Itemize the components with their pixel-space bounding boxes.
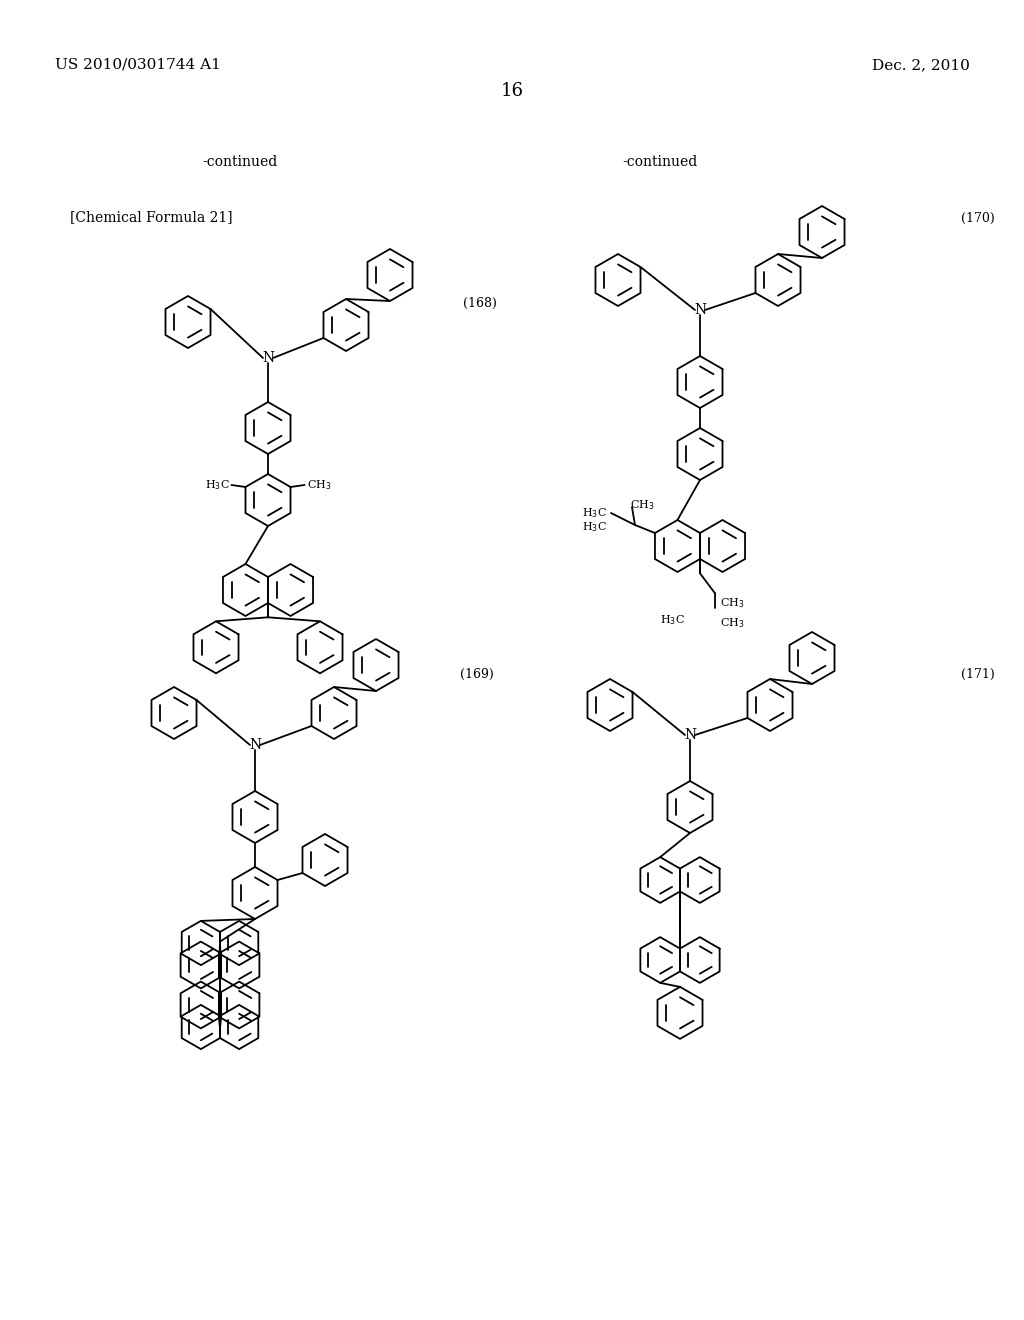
Text: [Chemical Formula 21]: [Chemical Formula 21] [70,210,232,224]
Text: N: N [249,738,261,752]
Text: H$_3$C: H$_3$C [205,478,229,492]
Text: N: N [262,351,274,366]
Text: (171): (171) [962,668,995,681]
Text: CH$_3$: CH$_3$ [720,597,744,610]
Text: 16: 16 [501,82,523,100]
Text: N: N [694,304,707,317]
Text: Dec. 2, 2010: Dec. 2, 2010 [872,58,970,73]
Text: (168): (168) [463,297,497,310]
Text: H$_3$C: H$_3$C [582,520,607,533]
Text: -continued: -continued [623,154,697,169]
Text: H$_3$C: H$_3$C [582,506,607,520]
Text: N: N [684,729,696,742]
Text: CH$_3$: CH$_3$ [720,616,744,630]
Text: H$_3$C: H$_3$C [660,614,685,627]
Text: (170): (170) [962,213,995,224]
Text: CH$_3$: CH$_3$ [306,478,331,492]
Text: US 2010/0301744 A1: US 2010/0301744 A1 [55,58,221,73]
Text: (169): (169) [460,668,494,681]
Text: CH$_3$: CH$_3$ [630,498,654,512]
Text: -continued: -continued [203,154,278,169]
